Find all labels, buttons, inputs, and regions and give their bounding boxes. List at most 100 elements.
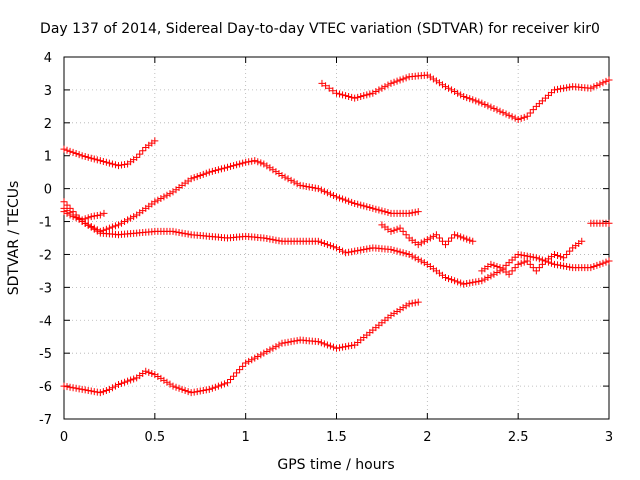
x-tick-label: 0 (60, 430, 68, 445)
data-point (118, 219, 126, 227)
data-point (208, 167, 216, 175)
data-point (454, 89, 462, 97)
data-point (220, 380, 228, 388)
data-point (266, 164, 274, 172)
data-point (529, 264, 537, 272)
data-point (478, 99, 486, 107)
data-point (151, 371, 159, 379)
data-point (554, 85, 562, 93)
data-point (354, 93, 362, 101)
data-point (133, 153, 141, 161)
data-point (96, 157, 104, 165)
data-point (454, 278, 462, 286)
data-point (84, 386, 92, 394)
data-point (387, 227, 395, 235)
data-point (317, 186, 325, 194)
data-point (90, 212, 98, 220)
data-point (508, 113, 516, 121)
data-point (396, 248, 404, 256)
data-point (426, 234, 434, 242)
data-point (411, 299, 419, 307)
data-point (326, 190, 334, 198)
data-point (360, 246, 368, 254)
data-point (236, 366, 244, 374)
data-point (93, 388, 101, 396)
data-point (181, 230, 189, 238)
data-point (239, 362, 247, 370)
data-point (345, 92, 353, 100)
data-point (402, 302, 410, 310)
data-point (451, 88, 459, 96)
data-point (472, 278, 480, 286)
data-point (466, 95, 474, 103)
data-point (239, 159, 247, 167)
data-point (108, 223, 116, 231)
data-point (69, 384, 77, 392)
data-point (493, 263, 501, 271)
data-point (60, 145, 68, 153)
data-point (227, 376, 235, 384)
data-point (272, 343, 280, 351)
data-point (317, 238, 325, 246)
data-point (599, 79, 607, 87)
data-point (272, 236, 280, 244)
data-point (66, 147, 74, 155)
data-point (384, 208, 392, 216)
data-point (199, 170, 207, 178)
data-point (454, 232, 462, 240)
data-point (493, 106, 501, 114)
series-sat-a (60, 137, 159, 170)
data-point (302, 182, 310, 190)
data-point (463, 235, 471, 243)
data-point (393, 225, 401, 233)
data-point (457, 279, 465, 287)
data-point (414, 298, 422, 306)
data-point (345, 342, 353, 350)
data-point (390, 78, 398, 86)
data-point (605, 76, 613, 84)
data-point (381, 83, 389, 91)
data-point (199, 386, 207, 394)
data-point (363, 245, 371, 253)
data-point (475, 277, 483, 285)
data-point (560, 84, 568, 92)
data-point (408, 299, 416, 307)
data-point (151, 198, 159, 206)
data-point (275, 237, 283, 245)
data-point (296, 181, 304, 189)
data-point (354, 200, 362, 208)
data-point (517, 251, 525, 259)
data-point (93, 227, 101, 235)
data-point (99, 388, 107, 396)
data-point (605, 219, 613, 227)
data-point (414, 255, 422, 263)
data-point (329, 87, 337, 95)
data-point (305, 183, 313, 191)
data-point (111, 161, 119, 169)
data-point (233, 369, 241, 377)
data-point (269, 166, 277, 174)
data-point (93, 156, 101, 164)
data-point (339, 195, 347, 203)
data-point (348, 248, 356, 256)
data-point (72, 150, 80, 158)
data-point (284, 175, 292, 183)
data-point (538, 260, 546, 268)
data-point (378, 84, 386, 92)
data-point (408, 209, 416, 217)
data-point (445, 84, 453, 92)
data-point (402, 250, 410, 258)
data-point (336, 90, 344, 98)
data-point (281, 173, 289, 181)
data-point (115, 162, 122, 170)
y-tick-label: -7 (39, 413, 52, 428)
series-sat-h (478, 237, 586, 278)
data-point (142, 367, 150, 375)
data-point (508, 267, 516, 275)
data-point (60, 198, 68, 206)
data-point (287, 176, 295, 184)
data-point (593, 82, 601, 90)
data-point (108, 384, 116, 392)
data-point (357, 92, 365, 100)
data-point (345, 248, 353, 256)
